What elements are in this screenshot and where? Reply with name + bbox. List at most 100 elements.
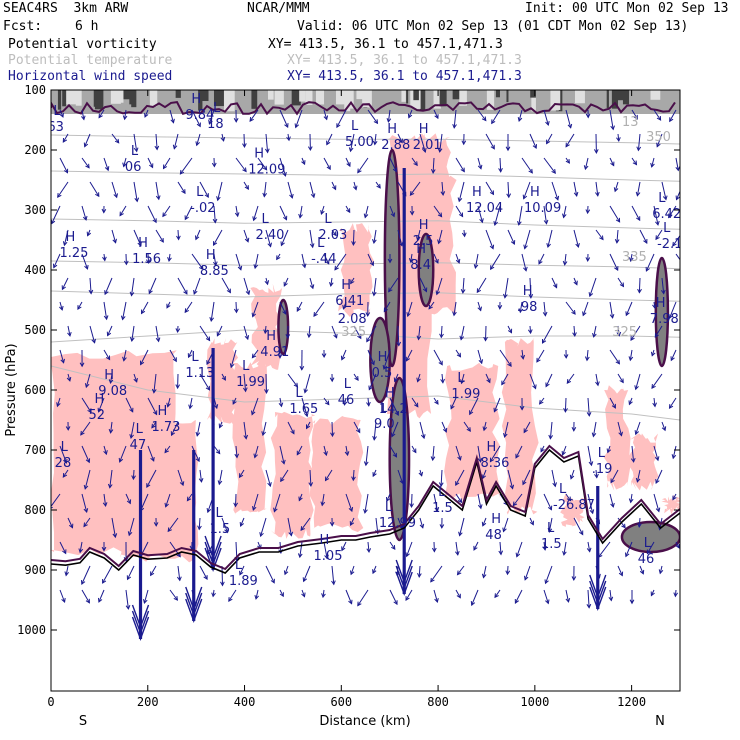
wind-vector bbox=[583, 157, 589, 171]
extremum-kind: H bbox=[206, 248, 216, 263]
extremum-label: L1.65 bbox=[289, 386, 318, 417]
extremum-value: 06 bbox=[125, 160, 142, 175]
wind-vector bbox=[609, 157, 615, 167]
wind-vector bbox=[571, 565, 577, 582]
wind-vector bbox=[439, 325, 444, 339]
wind-vector bbox=[252, 205, 259, 222]
wind-vector bbox=[455, 493, 463, 504]
x-tick-label: 600 bbox=[330, 695, 352, 709]
wind-vector bbox=[321, 349, 327, 359]
extremum-value: 1.5 bbox=[432, 501, 453, 516]
wind-vector bbox=[324, 469, 333, 482]
wind-vector bbox=[506, 181, 512, 199]
wind-vector bbox=[405, 541, 413, 558]
extremum-label: H12.09 bbox=[248, 147, 285, 178]
wind-vector bbox=[184, 205, 193, 221]
wind-vector bbox=[527, 325, 533, 335]
wind-vector bbox=[59, 445, 68, 464]
extremum-label: L2.03 bbox=[318, 212, 347, 243]
wind-vector bbox=[668, 397, 677, 409]
wind-vector bbox=[684, 134, 691, 148]
wind-vector bbox=[199, 181, 209, 198]
wind-vector bbox=[239, 517, 245, 527]
wind-vector bbox=[435, 277, 443, 296]
wind-vector bbox=[297, 541, 303, 559]
extremum-kind: L bbox=[191, 350, 199, 365]
valid-time: Valid: 06 UTC Mon 02 Sep 13 (01 CDT Mon … bbox=[297, 19, 689, 34]
wind-vector bbox=[253, 253, 259, 270]
extremum-value: 14.2 bbox=[379, 402, 408, 417]
wind-vector bbox=[279, 109, 289, 129]
pv-strong-band bbox=[51, 90, 680, 116]
wind-vector bbox=[389, 157, 398, 173]
wind-vector bbox=[562, 205, 567, 219]
forecast-hour: 6 h bbox=[75, 19, 99, 34]
wind-vector bbox=[477, 109, 487, 122]
wind-vector bbox=[279, 589, 284, 598]
wind-vector bbox=[102, 253, 107, 262]
wind-vector bbox=[83, 469, 91, 490]
wind-vector bbox=[263, 325, 268, 335]
extremum-kind: L bbox=[216, 506, 224, 521]
wind-vector bbox=[83, 133, 91, 148]
wind-vector bbox=[565, 157, 570, 164]
extremum-kind: L bbox=[598, 446, 606, 461]
wind-vector bbox=[650, 349, 656, 357]
wind-vector bbox=[147, 397, 158, 416]
wind-vector bbox=[681, 374, 684, 381]
wind-vector bbox=[217, 469, 223, 486]
wind-vector bbox=[419, 133, 427, 154]
wind-vector bbox=[457, 181, 465, 203]
wind-vector bbox=[98, 109, 105, 119]
wind-vector bbox=[588, 277, 597, 298]
wind-vector bbox=[546, 229, 553, 248]
wind-vector bbox=[593, 133, 599, 154]
wind-vector bbox=[497, 301, 503, 310]
wind-vector bbox=[507, 229, 516, 246]
field-wind-coords: XY= 413.5, 36.1 to 457.1,471.3 bbox=[287, 69, 522, 84]
wind-vector bbox=[243, 229, 250, 243]
wind-vector bbox=[595, 373, 600, 387]
extremum-value: 2.03 bbox=[318, 228, 347, 243]
wind-vector bbox=[329, 277, 334, 287]
wind-vector bbox=[243, 325, 250, 341]
wind-vector bbox=[485, 133, 495, 150]
y-tick-label: 100 bbox=[24, 83, 46, 97]
extremum-value: 2.01 bbox=[413, 138, 442, 153]
extremum-label: L18 bbox=[207, 101, 224, 132]
wind-vector bbox=[107, 469, 113, 489]
wind-vector bbox=[372, 421, 377, 441]
extremum-kind: H bbox=[66, 230, 76, 245]
wind-vector bbox=[609, 349, 620, 365]
wind-vector bbox=[573, 181, 579, 197]
wind-vector bbox=[634, 373, 641, 391]
wind-vector bbox=[368, 373, 377, 391]
wind-vector bbox=[167, 517, 179, 533]
wind-vector bbox=[411, 157, 418, 167]
wind-vector bbox=[169, 589, 179, 601]
terrain-line bbox=[51, 448, 680, 574]
extremum-value: .19 bbox=[592, 462, 613, 477]
wind-vector bbox=[573, 277, 578, 286]
wind-vector bbox=[345, 157, 351, 168]
wind-vector bbox=[529, 373, 537, 390]
wind-vector bbox=[366, 325, 377, 343]
wind-vector bbox=[86, 229, 92, 237]
extremum-value: -2.1 bbox=[657, 237, 682, 252]
wind-vector bbox=[323, 109, 329, 121]
wind-vector bbox=[276, 253, 281, 261]
wind-vector bbox=[283, 565, 289, 576]
wind-vector bbox=[456, 565, 465, 576]
wind-vector bbox=[155, 325, 161, 343]
wind-vector bbox=[277, 350, 283, 359]
wind-vector bbox=[345, 493, 354, 513]
extremum-kind: H bbox=[385, 386, 395, 401]
wind-vector bbox=[106, 325, 113, 337]
wind-vector bbox=[59, 109, 64, 118]
extremum-kind: H bbox=[491, 512, 501, 527]
wind-vector bbox=[609, 109, 615, 131]
wind-vector bbox=[542, 325, 553, 344]
extremum-value: 7.98 bbox=[650, 312, 679, 327]
extremum-kind: L bbox=[136, 422, 144, 437]
wind-vector bbox=[372, 133, 378, 146]
